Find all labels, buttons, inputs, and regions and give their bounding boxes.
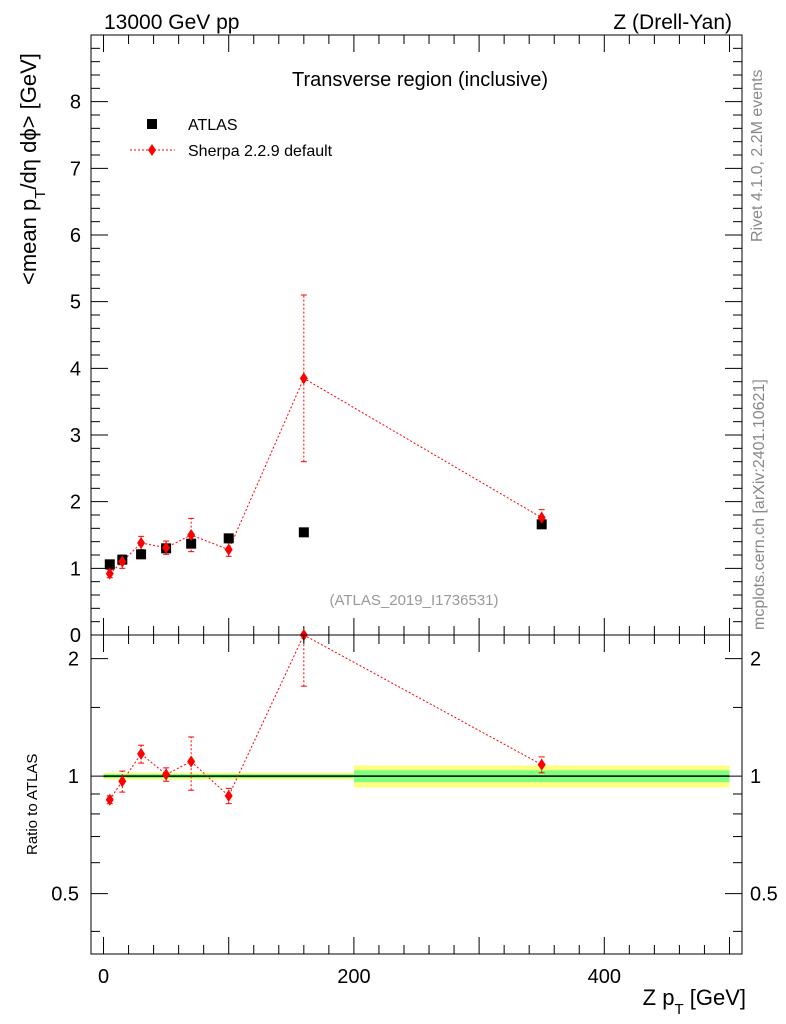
ratio-sherpa-point xyxy=(137,747,146,760)
ratio-y-axis: 0.5 0.5 1 1 2 2 xyxy=(51,649,778,932)
header-right-label: Z (Drell-Yan) xyxy=(613,11,732,34)
ratio-x-axis: 0 200 400 xyxy=(98,635,730,988)
ratio-series xyxy=(105,629,546,806)
atlas-point xyxy=(136,549,147,560)
ratio-uncertainty-band xyxy=(103,765,730,788)
ratio-y-tick-label-right: 0.5 xyxy=(750,884,778,906)
sherpa-point xyxy=(537,511,546,524)
mcplots-label: mcplots.cern.ch [arXiv:2401.10621] xyxy=(751,379,768,630)
x-tick-label: 400 xyxy=(588,966,621,988)
legend-atlas-label: ATLAS xyxy=(188,117,238,134)
sherpa-line xyxy=(109,377,542,575)
main-title: Transverse region (inclusive) xyxy=(292,69,548,91)
rivet-label: Rivet 4.1.0, 2.2M events xyxy=(749,69,766,242)
main-y-tick-label: 8 xyxy=(70,92,81,114)
ratio-sherpa-point xyxy=(537,758,546,771)
ratio-sherpa-point xyxy=(118,775,127,788)
main-y-tick-label: 3 xyxy=(70,425,81,447)
main-plot-area xyxy=(104,294,547,580)
ratio-y-axis-label: Ratio to ATLAS xyxy=(24,754,41,855)
ratio-sherpa-line xyxy=(109,634,542,801)
ratio-panel: 0.5 0.5 1 1 2 2 0 200 400 Ratio to ATLAS xyxy=(24,629,778,988)
atlas-point xyxy=(536,519,547,530)
main-y-tick-label: 6 xyxy=(70,225,81,247)
sherpa-point xyxy=(162,541,171,554)
ratio-y-tick-label: 2 xyxy=(68,649,79,671)
sherpa-point xyxy=(105,567,114,580)
x-axis-label: Z pT [GeV] xyxy=(643,985,746,1018)
legend-sherpa-label: Sherpa 2.2.9 default xyxy=(188,143,333,160)
main-y-tick-label: 0 xyxy=(70,625,81,647)
main-y-axis-label: <mean pT/dη dϕ> [GeV] xyxy=(16,53,49,285)
watermark-label: (ATLAS_2019_I1736531) xyxy=(329,592,498,609)
legend-sherpa-marker xyxy=(148,144,156,156)
ratio-sherpa-point xyxy=(187,755,196,768)
legend: ATLAS Sherpa 2.2.9 default xyxy=(130,117,333,160)
ratio-sherpa-point xyxy=(105,793,114,806)
sherpa-point xyxy=(299,372,308,385)
ratio-y-tick-label-right: 2 xyxy=(750,649,761,671)
atlas-point xyxy=(298,527,309,538)
ratio-y-tick-label: 1 xyxy=(68,766,79,788)
sherpa-point xyxy=(187,529,196,541)
atlas-point xyxy=(186,538,197,549)
sherpa-point xyxy=(137,537,146,549)
x-tick-label: 200 xyxy=(337,966,370,988)
main-y-tick-label: 2 xyxy=(70,492,81,514)
atlas-point xyxy=(223,533,234,544)
x-tick-label: 0 xyxy=(98,966,109,988)
main-y-tick-label: 1 xyxy=(70,558,81,580)
main-y-tick-label: 7 xyxy=(70,158,81,180)
ratio-y-tick-label: 0.5 xyxy=(51,884,79,906)
sherpa-point xyxy=(224,543,233,556)
atlas-point xyxy=(104,559,115,570)
main-y-tick-label: 5 xyxy=(70,292,81,314)
ratio-sherpa-point xyxy=(224,789,233,802)
sherpa-point xyxy=(118,555,127,568)
header-left-label: 13000 GeV pp xyxy=(104,11,239,34)
main-y-axis: 0 1 2 3 4 5 6 7 8 xyxy=(70,34,742,647)
main-y-tick-label: 4 xyxy=(70,358,81,380)
ratio-sherpa-point xyxy=(162,768,171,781)
ratio-y-tick-label-right: 1 xyxy=(750,766,761,788)
ratio-frame xyxy=(90,634,743,955)
legend-atlas-marker xyxy=(147,119,157,129)
